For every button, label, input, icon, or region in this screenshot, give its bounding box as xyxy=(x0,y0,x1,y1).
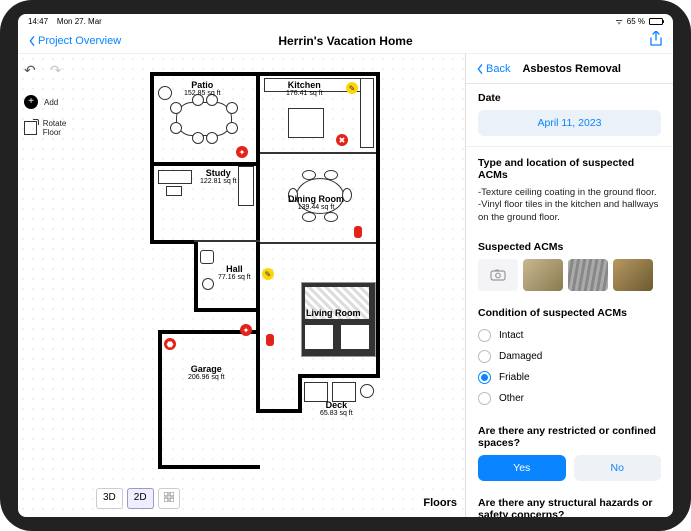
acm-thumbnails xyxy=(478,259,661,291)
panel-header: Back Asbestos Removal xyxy=(466,54,673,84)
marker-icon[interactable]: ✦ xyxy=(240,324,252,336)
view-grid-button[interactable] xyxy=(158,488,180,509)
page-title: Herrin's Vacation Home xyxy=(278,34,412,48)
radio-other[interactable]: Other xyxy=(478,388,661,409)
restricted-yes-button[interactable]: Yes xyxy=(478,455,566,481)
rotate-label: Rotate Floor xyxy=(43,119,82,137)
battery-pct: 65 % xyxy=(627,17,645,26)
header-bar: Project Overview Herrin's Vacation Home xyxy=(18,28,673,54)
status-time: 14:47 xyxy=(28,17,48,26)
undo-button[interactable]: ↶ xyxy=(24,62,36,79)
battery-icon xyxy=(649,18,663,25)
marker-icon[interactable] xyxy=(266,334,274,346)
room-label-kitchen[interactable]: Kitchen 176.41 sq ft xyxy=(286,80,323,97)
radio-icon xyxy=(478,371,491,384)
chevron-left-icon xyxy=(476,64,484,74)
condition-label: Condition of suspected ACMs xyxy=(478,307,661,319)
share-icon xyxy=(649,31,663,47)
type-label: Type and location of suspected ACMs xyxy=(478,157,661,181)
status-date: Mon 27. Mar xyxy=(57,17,102,26)
add-label: Add xyxy=(44,98,58,107)
acm-photo-2[interactable] xyxy=(568,259,608,291)
type-text: -Texture ceiling coating in the ground f… xyxy=(478,187,661,225)
date-label: Date xyxy=(478,92,661,104)
view-3d-button[interactable]: 3D xyxy=(96,488,123,509)
radio-intact[interactable]: Intact xyxy=(478,325,661,346)
ipad-frame: 14:47 Mon 27. Mar ᯤ 65 % Project Overvie… xyxy=(0,0,691,531)
radio-icon xyxy=(478,329,491,342)
panel-title: Asbestos Removal xyxy=(522,63,620,75)
floors-button[interactable]: Floors xyxy=(423,497,457,509)
date-value[interactable]: April 11, 2023 xyxy=(478,110,661,136)
question-restricted: Are there any restricted or confined spa… xyxy=(478,425,661,449)
radio-icon xyxy=(478,350,491,363)
radio-damaged[interactable]: Damaged xyxy=(478,346,661,367)
room-label-dining[interactable]: Dining Room 139.44 sq ft xyxy=(288,194,344,211)
grid-icon xyxy=(164,492,174,502)
room-label-study[interactable]: Study 122.81 sq ft xyxy=(200,168,237,185)
redo-button[interactable]: ↷ xyxy=(50,62,62,79)
marker-icon[interactable]: ⬣ xyxy=(164,338,176,350)
add-button[interactable]: + Add xyxy=(24,95,82,109)
marker-icon[interactable]: ✦ xyxy=(236,146,248,158)
room-label-living[interactable]: Living Room xyxy=(306,308,361,318)
note-icon[interactable]: ✎ xyxy=(262,268,274,280)
panel-back-label: Back xyxy=(486,63,510,75)
inspection-panel: Back Asbestos Removal Date April 11, 202… xyxy=(465,54,673,517)
status-left: 14:47 Mon 27. Mar xyxy=(28,17,102,26)
screen: 14:47 Mon 27. Mar ᯤ 65 % Project Overvie… xyxy=(18,14,673,517)
plus-icon: + xyxy=(24,95,38,109)
question-hazards: Are there any structural hazards or safe… xyxy=(478,497,661,517)
room-label-patio[interactable]: Patio 152.85 sq ft xyxy=(184,80,221,97)
rotate-floor-button[interactable]: Rotate Floor xyxy=(24,119,82,137)
room-label-hall[interactable]: Hall 77.16 sq ft xyxy=(218,264,251,281)
status-right: ᯤ 65 % xyxy=(615,16,663,27)
suspected-label: Suspected ACMs xyxy=(478,241,661,253)
marker-icon[interactable] xyxy=(354,226,362,238)
note-icon[interactable]: ✎ xyxy=(346,82,358,94)
marker-icon[interactable]: ✖ xyxy=(336,134,348,146)
view-toggle: 3D 2D xyxy=(96,488,180,509)
radio-icon xyxy=(478,392,491,405)
panel-body[interactable]: Date April 11, 2023 Type and location of… xyxy=(466,84,673,517)
restricted-no-button[interactable]: No xyxy=(574,455,662,481)
back-label: Project Overview xyxy=(38,35,121,47)
status-bar: 14:47 Mon 27. Mar ᯤ 65 % xyxy=(18,14,673,28)
back-to-overview[interactable]: Project Overview xyxy=(28,35,121,47)
yn-restricted: Yes No xyxy=(478,455,661,481)
chevron-left-icon xyxy=(28,36,36,46)
content: ↶ ↷ + Add Rotate Floor xyxy=(18,54,673,517)
acm-photo-3[interactable] xyxy=(613,259,653,291)
acm-photo-1[interactable] xyxy=(523,259,563,291)
left-toolbar: ↶ ↷ + Add Rotate Floor xyxy=(18,54,88,517)
rotate-icon xyxy=(24,121,37,135)
radio-friable[interactable]: Friable xyxy=(478,367,661,388)
room-label-deck[interactable]: Deck 65.83 sq ft xyxy=(320,400,353,417)
share-button[interactable] xyxy=(649,31,663,50)
panel-back-button[interactable]: Back xyxy=(476,63,510,75)
add-photo-button[interactable] xyxy=(478,259,518,291)
room-label-garage[interactable]: Garage 206.96 sq ft xyxy=(188,364,225,381)
wifi-icon: ᯤ xyxy=(615,16,622,27)
view-2d-button[interactable]: 2D xyxy=(127,488,154,509)
camera-icon xyxy=(490,269,506,281)
floor-plan-canvas[interactable]: ✦ ✖ ✎ ✎ ✦ ⬣ Patio 152.85 sq ft Kitchen 1… xyxy=(88,54,465,517)
